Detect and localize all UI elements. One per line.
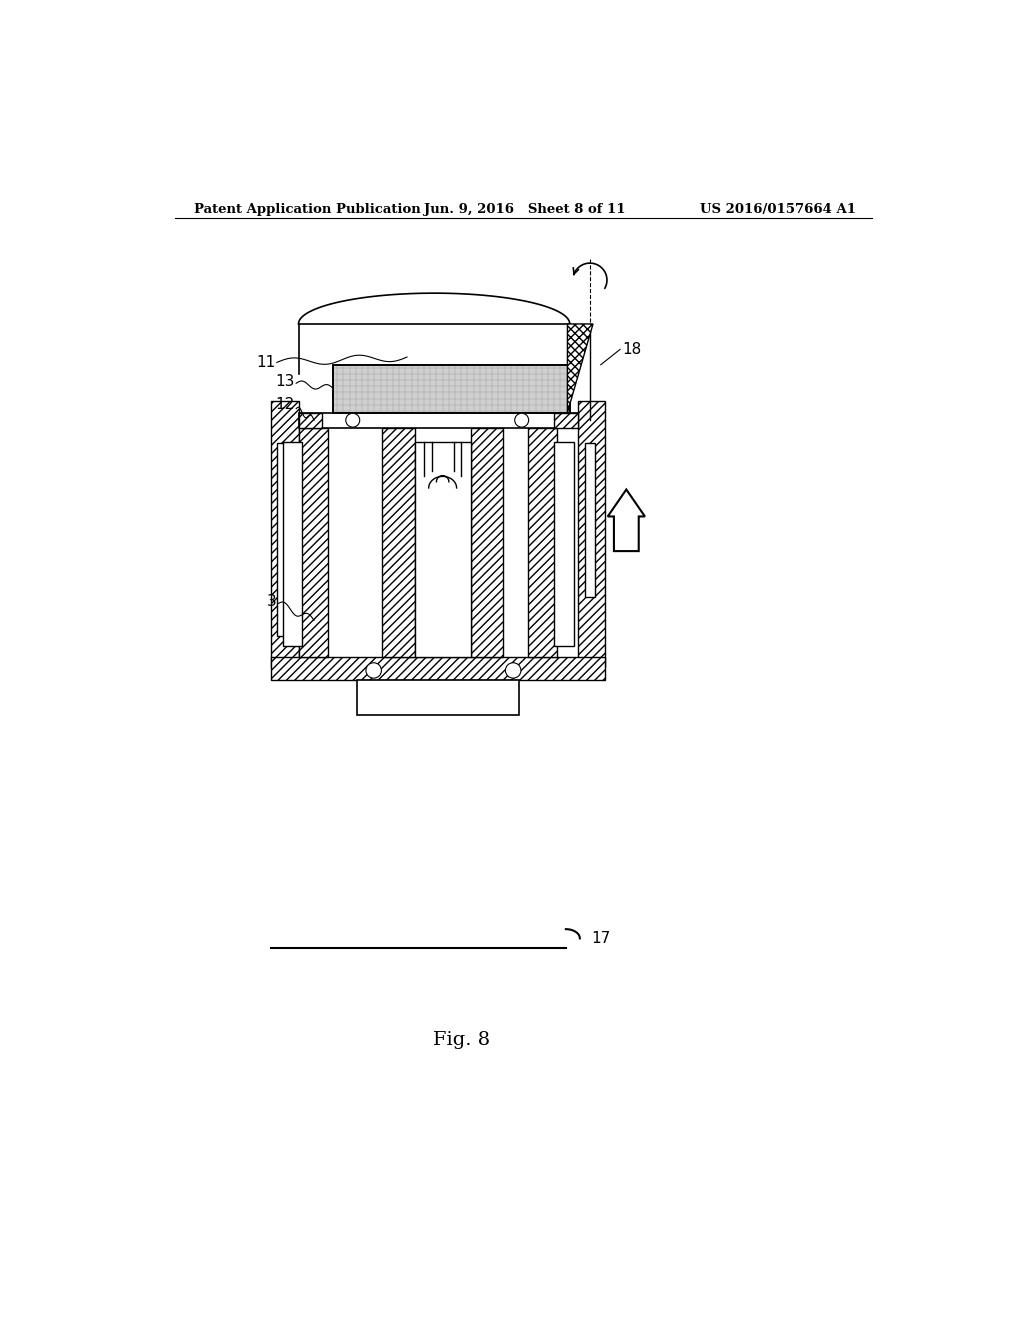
Text: Jun. 9, 2016   Sheet 8 of 11: Jun. 9, 2016 Sheet 8 of 11 [424,203,626,216]
Polygon shape [567,323,593,412]
Text: Patent Application Publication: Patent Application Publication [194,203,421,216]
Bar [334,364,569,412]
Text: 17: 17 [592,931,610,946]
Circle shape [515,413,528,428]
Bar [382,428,415,657]
Bar [271,401,299,667]
Text: 18: 18 [623,342,642,356]
Text: US 2016/0157664 A1: US 2016/0157664 A1 [700,203,856,216]
Bar [299,413,322,428]
Bar [334,364,569,412]
Bar [276,444,289,636]
Bar [271,657,604,681]
Text: 12: 12 [275,397,295,412]
Text: 13: 13 [275,374,295,389]
Bar [283,442,302,645]
Bar [299,428,328,657]
Bar [578,401,604,667]
Bar [528,428,557,657]
Bar [415,442,471,657]
Circle shape [366,663,381,678]
Bar [299,413,578,428]
Bar [554,413,578,428]
Text: Fig. 8: Fig. 8 [433,1031,489,1049]
Bar [356,681,519,715]
Bar [554,442,573,645]
Bar [586,444,595,598]
Bar [471,428,503,657]
Circle shape [506,663,521,678]
Text: 3: 3 [267,594,276,609]
Text: 11: 11 [256,355,275,370]
Polygon shape [607,490,645,552]
Circle shape [346,413,359,428]
